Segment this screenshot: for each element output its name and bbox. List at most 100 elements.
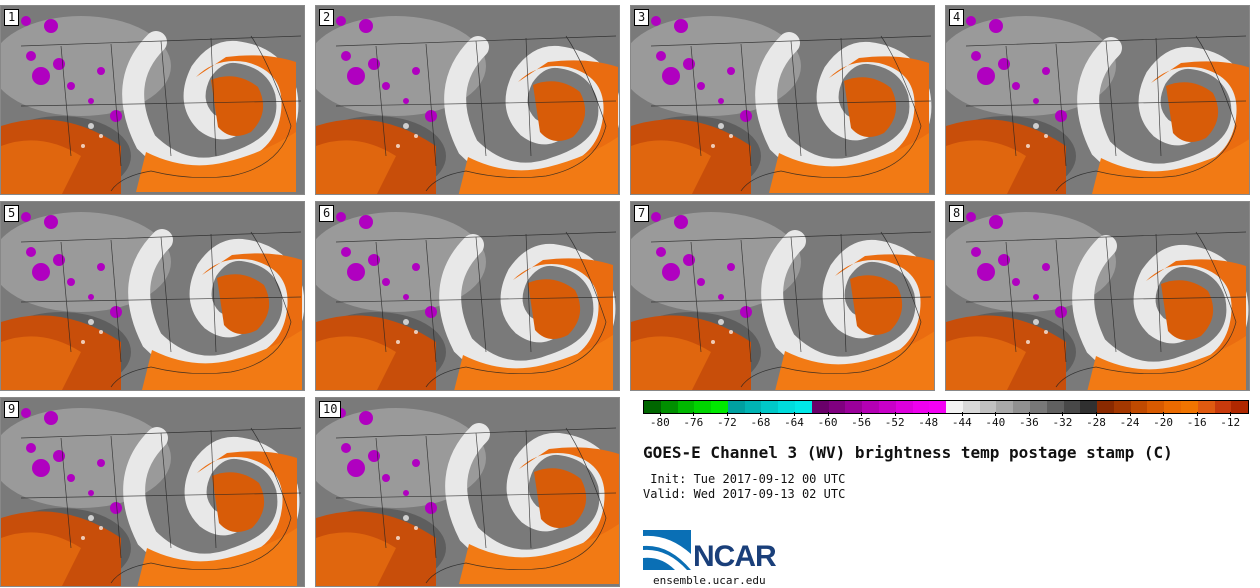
colorbar-segment (711, 401, 728, 413)
colorbar-tick (760, 412, 762, 416)
water-vapor-map (1, 6, 304, 194)
colorbar-segment (694, 401, 712, 413)
website-url: ensemble.ucar.edu (653, 574, 766, 587)
colorbar-tick (928, 412, 930, 416)
water-vapor-map (316, 6, 619, 194)
colorbar-tick (1129, 412, 1131, 416)
colorbar-segment (1197, 401, 1215, 413)
postage-stamp: 10 (315, 397, 620, 587)
colorbar-tick (693, 412, 695, 416)
stamp-number: 3 (634, 9, 650, 26)
colorbar-segment (677, 401, 695, 413)
stamp-number: 8 (949, 205, 965, 222)
colorbar-segment (1063, 401, 1081, 413)
stamp-number: 6 (319, 205, 335, 222)
colorbar-segment (1029, 401, 1047, 413)
postage-stamp: 5 (0, 201, 305, 391)
postage-stamp: 3 (630, 5, 935, 195)
colorbar-segment (1164, 401, 1181, 413)
colorbar-tick-label: -20 (1153, 416, 1174, 429)
colorbar-tick (1163, 412, 1165, 416)
colorbar-tick (894, 412, 896, 416)
colorbar-tick (961, 412, 963, 416)
colorbar-segment (1130, 401, 1148, 413)
colorbar-tick-label: -80 (649, 416, 670, 429)
colorbar-segment (778, 401, 796, 413)
colorbar-segment (761, 401, 779, 413)
colorbar-segment (979, 401, 997, 413)
colorbar-tick (1230, 412, 1232, 416)
ncar-logo-text: NCAR (693, 540, 777, 573)
colorbar-tick-label: -28 (1086, 416, 1106, 429)
colorbar-segment (862, 401, 879, 413)
colorbar-tick (827, 412, 829, 416)
colorbar-segment (996, 401, 1014, 413)
stamp-number: 7 (634, 205, 650, 222)
colorbar-segment (795, 401, 812, 413)
colorbar-tick-label: -32 (1052, 416, 1073, 429)
colorbar-segment (962, 401, 980, 413)
postage-stamp: 8 (945, 201, 1250, 391)
colorbar-segment (878, 401, 896, 413)
colorbar-segment (811, 401, 829, 413)
colorbar-tick-label: -40 (985, 416, 1006, 429)
colorbar-ticks: -80 -76 -72 -68 -64 -60 -56 -52 -48 -44 -40 -36 -32-… (643, 412, 1249, 430)
postage-stamp: 1 (0, 5, 305, 195)
postage-stamp: 6 (315, 201, 620, 391)
stamp-number: 1 (4, 9, 20, 26)
colorbar-segment (744, 401, 762, 413)
water-vapor-map (946, 6, 1249, 194)
colorbar-segment (644, 401, 661, 413)
stamp-number: 2 (319, 9, 335, 26)
colorbar-tick-label: -48 (918, 416, 939, 429)
colorbar-tick-label: -24 (1119, 416, 1140, 429)
colorbar-tick-label: -60 (817, 416, 838, 429)
product-title: GOES-E Channel 3 (WV) brightness temp po… (643, 443, 1173, 462)
stamp-number: 10 (319, 401, 342, 418)
colorbar-tick (861, 412, 863, 416)
colorbar-tick-label: -76 (683, 416, 704, 429)
water-vapor-map (631, 6, 934, 194)
colorbar-tick (1028, 412, 1030, 416)
water-vapor-map (316, 398, 619, 586)
colorbar (643, 400, 1249, 414)
colorbar-segment (929, 401, 947, 413)
colorbar-tick-label: -56 (851, 416, 872, 429)
colorbar-tick-label: -68 (750, 416, 771, 429)
water-vapor-map (946, 202, 1249, 390)
postage-stamp: 7 (630, 201, 935, 391)
colorbar-tick (1062, 412, 1064, 416)
colorbar-tick (659, 412, 661, 416)
colorbar-tick-label: -52 (884, 416, 905, 429)
stamp-number: 9 (4, 401, 20, 418)
colorbar-tick (1096, 412, 1097, 416)
valid-time: Valid: Wed 2017-09-13 02 UTC (643, 487, 846, 501)
colorbar-segment (845, 401, 863, 413)
colorbar-segment (660, 401, 678, 413)
colorbar-segment (1097, 401, 1114, 413)
water-vapor-map (1, 398, 304, 586)
ncar-logo-icon (643, 530, 691, 570)
colorbar-tick (1196, 412, 1198, 416)
postage-stamp: 4 (945, 5, 1250, 195)
colorbar-segment (912, 401, 930, 413)
colorbar-segment (1046, 401, 1064, 413)
water-vapor-map (316, 202, 619, 390)
colorbar-segment (895, 401, 913, 413)
colorbar-tick (726, 412, 728, 416)
colorbar-segment (946, 401, 963, 413)
colorbar-segment (1113, 401, 1131, 413)
water-vapor-map (1, 202, 304, 390)
init-time: Init: Tue 2017-09-12 00 UTC (643, 472, 846, 486)
colorbar-tick-label: -12 (1220, 416, 1241, 429)
postage-stamp: 2 (315, 5, 620, 195)
colorbar-tick-label: -44 (951, 416, 972, 429)
colorbar-segment (1231, 401, 1249, 413)
colorbar-segment (1214, 401, 1232, 413)
colorbar-segment (727, 401, 745, 413)
colorbar-segment (1147, 401, 1165, 413)
colorbar-segment (1080, 401, 1098, 413)
water-vapor-map (631, 202, 934, 390)
colorbar-tick (995, 412, 997, 416)
stamp-number: 4 (949, 9, 965, 26)
